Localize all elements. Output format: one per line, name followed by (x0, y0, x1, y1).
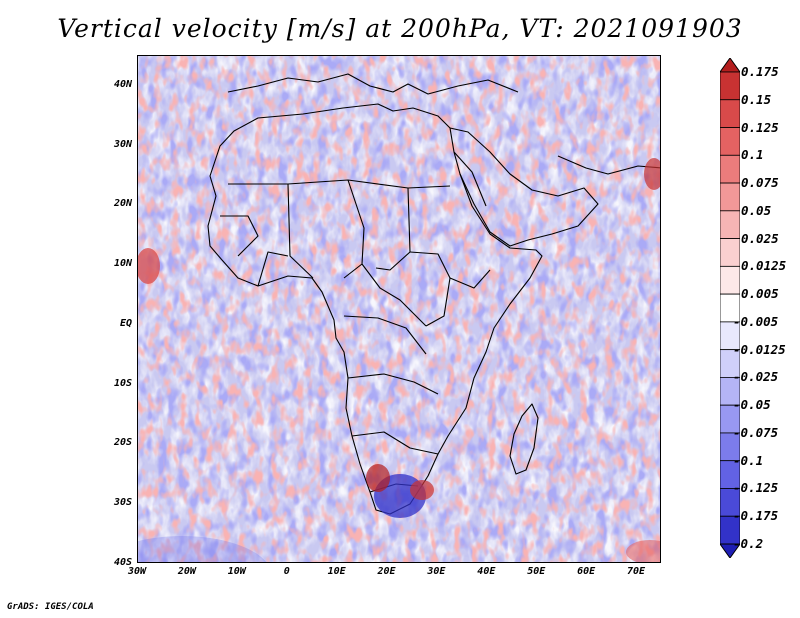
lon-tick-label: 20E (377, 566, 396, 577)
colorbar-level-label: 0.075 (741, 175, 779, 191)
lat-tick-label: 10S (113, 377, 132, 389)
colorbar-level-label: -0.05 (733, 397, 771, 413)
lon-tick-label: 10E (327, 566, 346, 577)
chart-title: Vertical velocity [m/s] at 200hPa, VT: 2… (57, 14, 743, 43)
colorbar (720, 58, 740, 558)
colorbar-level-label: -0.1 (733, 452, 764, 468)
footer-credit: GrADS: IGES/COLA (7, 602, 94, 612)
colorbar-level-label: -0.2 (733, 536, 764, 551)
lon-tick-label: 60E (577, 566, 596, 577)
colorbar-segment (720, 210, 740, 239)
map-panel (137, 55, 661, 563)
lat-tick-label: 30S (113, 497, 132, 509)
colorbar-segment (720, 238, 740, 267)
lon-tick-label: 50E (527, 566, 546, 577)
colorbar-segment (720, 154, 740, 184)
lat-tick-label: 40S (113, 557, 132, 568)
colorbar-segment (720, 182, 740, 212)
colorbar-segment (720, 99, 740, 128)
colorbar-level-label: 0.175 (741, 64, 779, 79)
lat-tick-label: 30N (113, 138, 132, 150)
velocity-field-map (138, 56, 660, 562)
lon-tick-label: 70E (627, 566, 646, 577)
lon-tick-label: 0 (283, 566, 290, 577)
lon-tick-label: 40E (477, 566, 496, 577)
colorbar-bottom-arrow (720, 543, 740, 558)
coastline-and-borders (207, 73, 660, 515)
lon-tick-label: 20W (177, 566, 196, 577)
lat-tick-label: EQ (119, 317, 132, 329)
lon-tick-label: 30E (427, 566, 446, 577)
lat-tick-label: 10N (113, 258, 132, 270)
colorbar-level-label: 0.05 (741, 202, 772, 218)
lat-tick-label: 20N (113, 198, 132, 210)
lat-tick-label: 20S (113, 437, 132, 449)
colorbar-level-label: 0.0125 (741, 258, 787, 274)
colorbar-level-label: 0.005 (741, 286, 779, 302)
colorbar-level-label: -0.125 (733, 480, 779, 496)
colorbar-segment (720, 71, 740, 101)
colorbar-level-label: -0.025 (733, 369, 779, 385)
lat-tick-label: 40N (113, 78, 132, 90)
velocity-anomaly-cells (138, 158, 660, 562)
colorbar-level-label: -0.075 (733, 424, 779, 440)
lon-tick-label: 30W (127, 566, 147, 577)
colorbar-level-label: 0.025 (741, 230, 779, 246)
colorbar-segment (720, 127, 740, 156)
colorbar-level-label: -0.175 (733, 508, 779, 524)
colorbar-level-label: 0.125 (741, 119, 779, 135)
lon-tick-label: 10W (227, 566, 246, 577)
colorbar-level-label: -0.0125 (733, 341, 786, 357)
colorbar-top-arrow (720, 58, 740, 73)
colorbar-level-label: -0.005 (733, 313, 779, 329)
colorbar-level-label: 0.1 (741, 147, 764, 163)
colorbar-segment (720, 265, 740, 295)
colorbar-level-label: 0.15 (741, 91, 772, 107)
